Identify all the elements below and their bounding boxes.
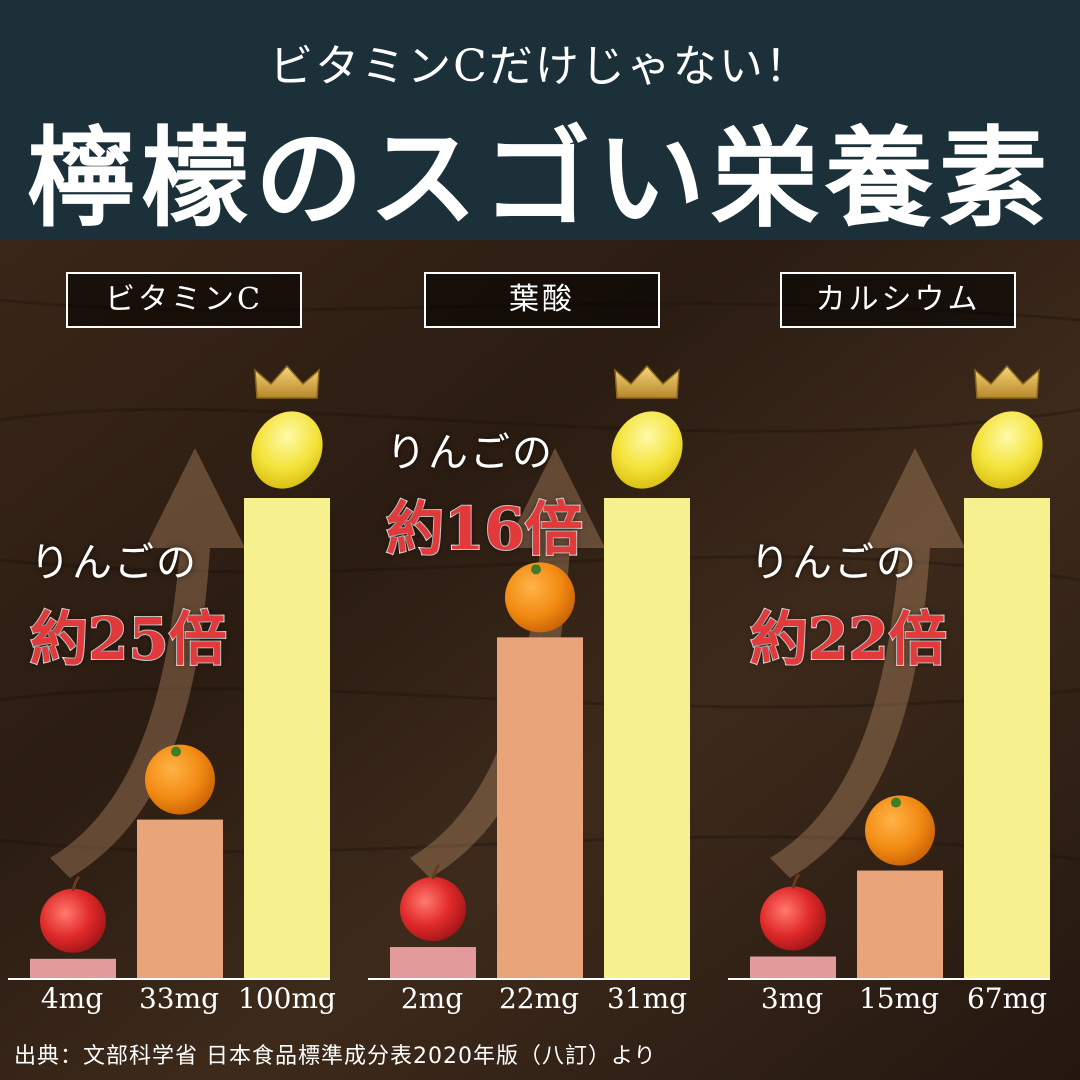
- apple-stem: [431, 863, 441, 880]
- bar: [750, 956, 836, 978]
- value-label: 15mg: [858, 982, 940, 1015]
- panel-label-folic-acid: 葉酸: [424, 272, 660, 328]
- crown-icon: [254, 364, 320, 399]
- value-label: 31mg: [606, 982, 688, 1015]
- panel-label-calcium: カルシウム: [780, 272, 1016, 328]
- value-label: 4mg: [40, 982, 104, 1015]
- value-label: 67mg: [966, 982, 1048, 1015]
- callout-line2: 約16倍: [385, 494, 584, 564]
- lemon-icon: [611, 411, 683, 489]
- bar: [497, 637, 583, 978]
- apple-icon: [400, 877, 466, 942]
- bar: [137, 819, 223, 978]
- bar: [604, 498, 690, 978]
- source-note: 出典：文部科学省 日本食品標準成分表2020年版（八訂）より: [14, 1044, 657, 1069]
- callout-line2: 約22倍: [749, 604, 948, 674]
- orange-icon: [145, 744, 215, 815]
- apple-icon: [40, 888, 106, 953]
- callout-line1: りんごの: [386, 430, 554, 476]
- apple-icon: [760, 886, 826, 951]
- callout-line1: りんごの: [30, 540, 198, 586]
- arrow-icon: [50, 448, 245, 878]
- header-subtitle: ビタミンCだけじゃない！: [269, 41, 811, 92]
- orange-icon: [505, 562, 575, 633]
- value-label: 2mg: [400, 982, 464, 1015]
- arrow-icon: [410, 448, 605, 878]
- header-title: 檸檬のスゴい栄養素: [26, 116, 1053, 242]
- value-label: 22mg: [498, 982, 580, 1015]
- apple-stem: [71, 875, 81, 892]
- lemon-icon: [971, 411, 1043, 489]
- bar: [390, 947, 476, 978]
- arrow-icon: [770, 448, 965, 878]
- callout-folic-acid: りんごの 約16倍: [385, 420, 584, 566]
- bar: [30, 958, 116, 978]
- value-label: 100mg: [238, 982, 336, 1015]
- orange-calyx: [891, 797, 901, 808]
- crown-icon: [974, 364, 1040, 399]
- orange-calyx: [171, 746, 181, 757]
- crown-icon: [614, 364, 680, 399]
- header-banner: ビタミンCだけじゃない！ 檸檬のスゴい栄養素: [0, 0, 1080, 242]
- callout-line1: りんごの: [750, 540, 918, 586]
- callout-calcium: りんごの 約22倍: [749, 530, 948, 676]
- orange-calyx: [531, 564, 541, 575]
- bar: [964, 498, 1050, 978]
- value-label: 33mg: [138, 982, 220, 1015]
- bar: [857, 870, 943, 978]
- value-label: 3mg: [760, 982, 824, 1015]
- apple-stem: [791, 873, 801, 889]
- callout-vitamin-c: りんごの 約25倍: [29, 530, 228, 676]
- bar: [244, 498, 330, 978]
- orange-icon: [865, 795, 935, 866]
- lemon-icon: [251, 411, 323, 489]
- panel-label-vitamin-c: ビタミンC: [66, 272, 302, 328]
- callout-line2: 約25倍: [29, 604, 228, 674]
